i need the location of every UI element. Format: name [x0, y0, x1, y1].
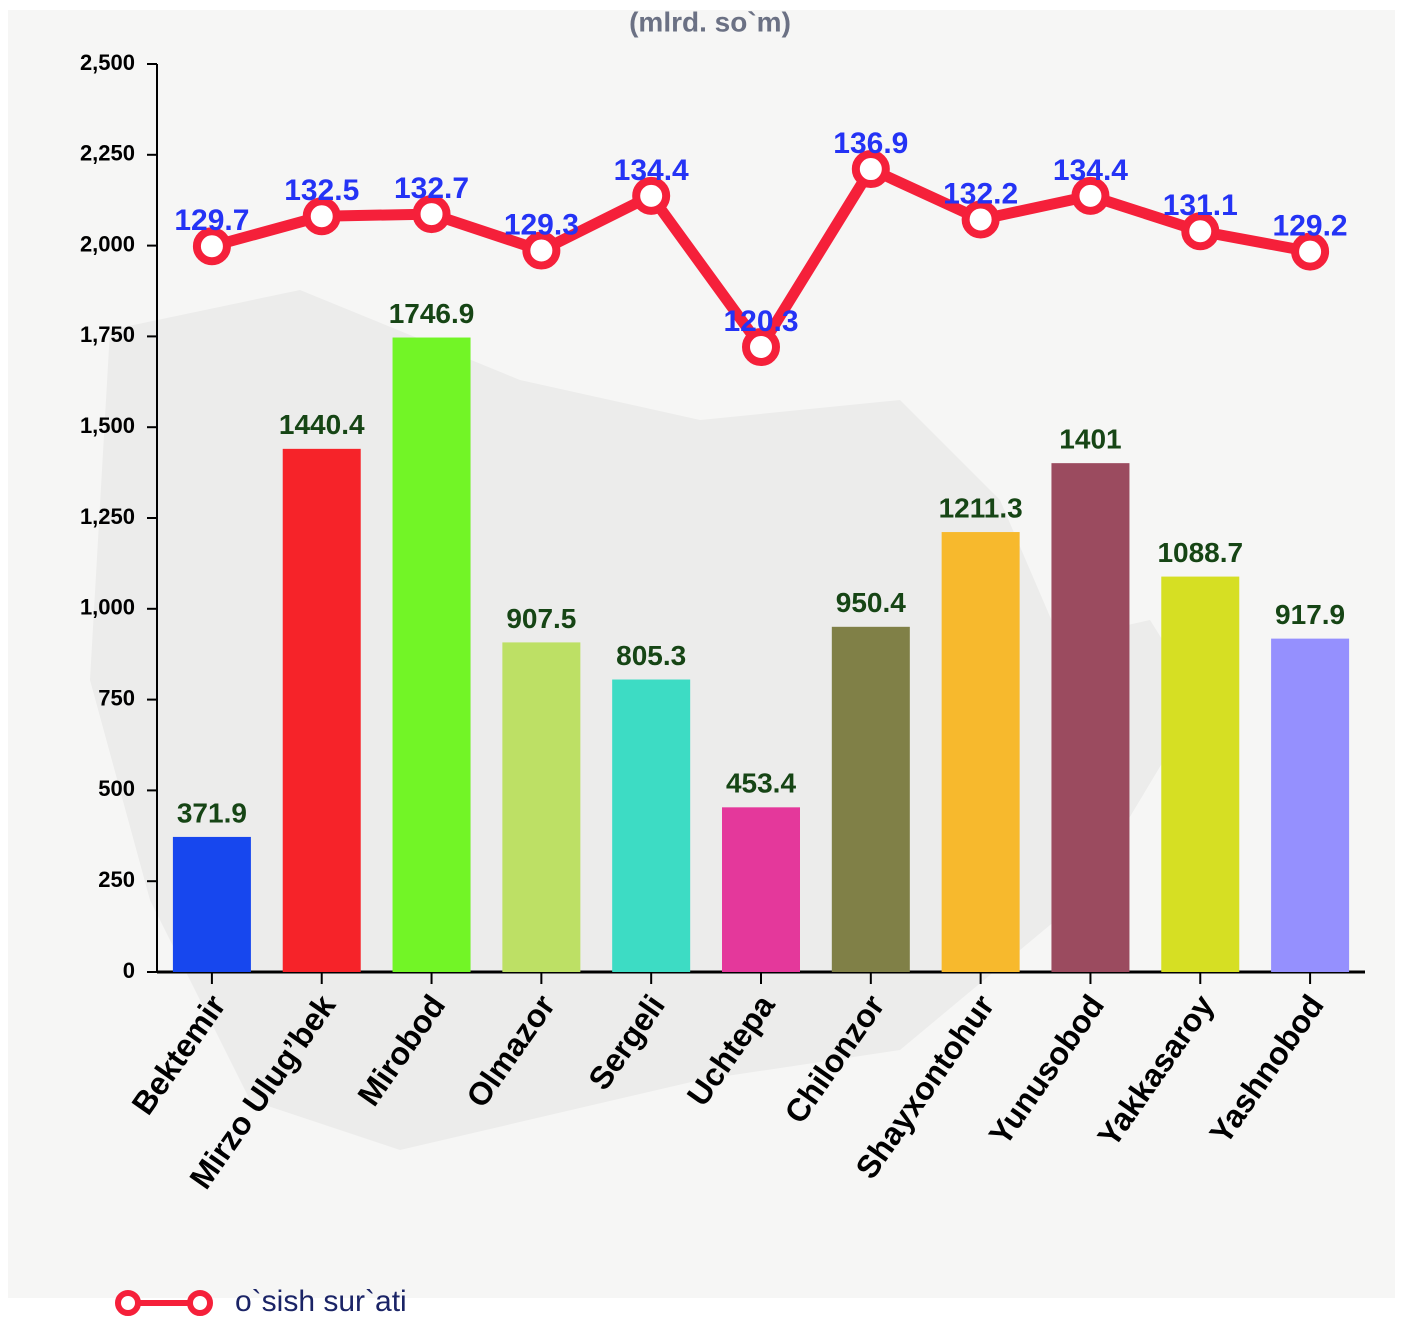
bar-value-label: 907.5 [506, 603, 576, 634]
line-marker [522, 231, 561, 270]
y-tick-label: 1,000 [80, 595, 135, 620]
bar-value-label: 1401 [1059, 424, 1121, 455]
line-marker [851, 150, 890, 189]
bar-value-label: 1440.4 [279, 409, 365, 440]
y-tick-label: 0 [123, 958, 135, 983]
line-marker [961, 200, 1000, 239]
bar [392, 337, 471, 973]
line-marker [302, 197, 341, 236]
bar [502, 642, 581, 972]
bar [172, 836, 251, 972]
line-value-label: 132.2 [943, 177, 1018, 210]
bar-value-label: 805.3 [616, 640, 686, 671]
line-marker [632, 176, 671, 215]
bar-value-label: 917.9 [1275, 599, 1345, 630]
bar [612, 679, 691, 972]
line-value-label: 120.3 [723, 305, 798, 338]
bar [722, 807, 800, 972]
bar [1051, 463, 1130, 972]
y-tick-label: 1,500 [80, 413, 135, 438]
line-marker [412, 195, 451, 234]
legend-label: o`sish sur`ati [235, 1285, 407, 1318]
y-tick-label: 1,750 [80, 322, 135, 347]
bar-value-label: 371.9 [177, 797, 247, 828]
bar [282, 448, 361, 973]
legend-marker [187, 1290, 213, 1316]
line-marker [1071, 176, 1110, 215]
bar [1161, 576, 1240, 972]
y-tick-label: 2,000 [80, 231, 135, 256]
y-tick-label: 1,250 [80, 504, 135, 529]
bar-value-label: 1211.3 [939, 492, 1023, 523]
line-marker [742, 328, 780, 367]
line-marker [1291, 232, 1330, 271]
bar-value-label: 1088.7 [1157, 537, 1243, 568]
legend-marker [115, 1290, 141, 1316]
bar-value-label: 950.4 [836, 587, 906, 618]
line-value-label: 129.7 [174, 204, 249, 237]
line-value-label: 132.5 [284, 174, 359, 207]
y-tick-label: 2,500 [80, 50, 135, 75]
line-value-label: 136.9 [833, 127, 908, 160]
y-tick-label: 500 [98, 776, 135, 801]
bar [831, 626, 910, 972]
line-value-label: 134.4 [1053, 154, 1128, 187]
line-marker [1181, 212, 1220, 251]
chart-title: (mlrd. so`m) [629, 6, 791, 37]
line-marker [192, 227, 231, 266]
bar [1271, 638, 1350, 972]
bar-value-label: 1746.9 [389, 298, 475, 329]
bar [941, 532, 1020, 972]
y-tick-label: 2,250 [80, 141, 135, 166]
line-value-label: 131.1 [1163, 189, 1238, 222]
line-value-label: 129.3 [504, 208, 579, 241]
line-value-label: 134.4 [614, 154, 689, 187]
bar-value-label: 453.4 [726, 768, 796, 799]
y-tick-label: 750 [98, 685, 135, 710]
line-value-label: 129.2 [1273, 210, 1348, 243]
line-value-label: 132.7 [394, 172, 469, 205]
y-tick-label: 250 [98, 867, 135, 892]
